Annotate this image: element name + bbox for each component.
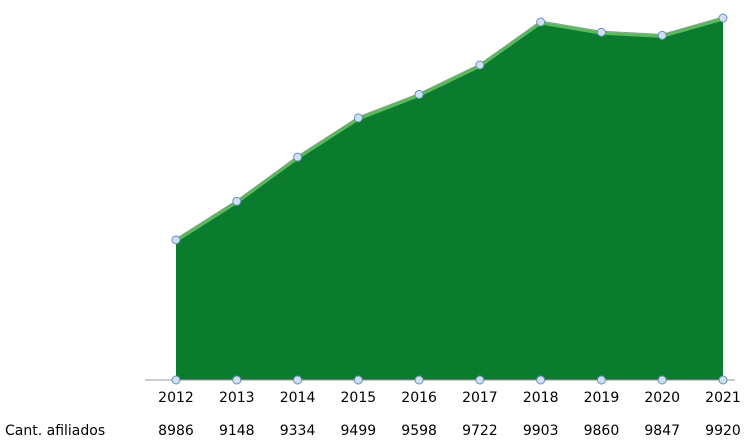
baseline-marker: [657, 375, 667, 385]
point-marker: [596, 27, 606, 37]
x-tick-label: 2013: [219, 390, 255, 406]
baseline-marker: [171, 375, 181, 385]
x-tick-label: 2015: [341, 390, 377, 406]
table-value: 9334: [280, 423, 316, 439]
baseline-marker: [414, 375, 424, 385]
x-tick-label: 2014: [280, 390, 316, 406]
area-outline: [175, 16, 724, 240]
point-marker: [171, 235, 181, 245]
x-tick-label: 2019: [584, 390, 620, 406]
table-value: 9499: [341, 423, 377, 439]
table-value: 9148: [219, 423, 255, 439]
x-tick-label: 2017: [462, 390, 498, 406]
table-value: 9903: [523, 423, 559, 439]
point-marker: [232, 196, 242, 206]
table-row-label: Cant. afiliados: [5, 423, 105, 439]
baseline-marker: [353, 375, 363, 385]
baseline-marker: [536, 375, 546, 385]
table-value: 9722: [462, 423, 498, 439]
point-marker: [353, 113, 363, 123]
point-marker: [414, 89, 424, 99]
x-tick-label: 2021: [705, 390, 741, 406]
point-marker: [293, 152, 303, 162]
baseline-marker: [718, 375, 728, 385]
baseline-marker: [232, 375, 242, 385]
baseline-marker: [293, 375, 303, 385]
baseline-marker: [596, 375, 606, 385]
table-value: 9598: [401, 423, 437, 439]
x-tick-label: 2018: [523, 390, 559, 406]
area-edge: [175, 17, 724, 243]
table-value: 9920: [705, 423, 741, 439]
x-tick-label: 2020: [644, 390, 680, 406]
x-tick-label: 2016: [401, 390, 437, 406]
x-tick-label: 2012: [158, 390, 194, 406]
point-marker: [475, 60, 485, 70]
baseline-marker: [475, 375, 485, 385]
point-marker: [718, 13, 728, 23]
point-marker: [657, 30, 667, 40]
point-marker: [536, 17, 546, 27]
table-value: 8986: [158, 423, 194, 439]
table-value: 9860: [584, 423, 620, 439]
table-value: 9847: [644, 423, 680, 439]
area: [176, 19, 723, 380]
